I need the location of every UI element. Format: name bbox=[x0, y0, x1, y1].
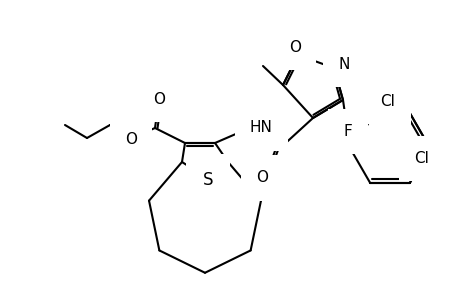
Text: O: O bbox=[153, 92, 165, 106]
Text: S: S bbox=[202, 171, 213, 189]
Text: O: O bbox=[125, 131, 137, 146]
Text: N: N bbox=[337, 56, 349, 71]
Text: F: F bbox=[343, 124, 352, 139]
Text: Cl: Cl bbox=[380, 94, 395, 109]
Text: Cl: Cl bbox=[414, 151, 429, 166]
Text: O: O bbox=[256, 170, 268, 185]
Text: O: O bbox=[288, 40, 300, 55]
Text: HN: HN bbox=[249, 121, 272, 136]
